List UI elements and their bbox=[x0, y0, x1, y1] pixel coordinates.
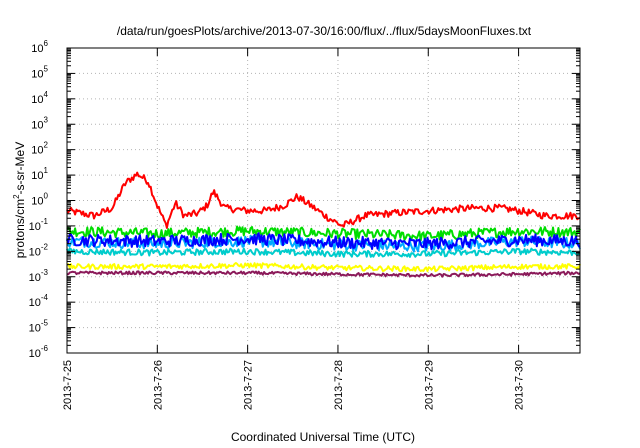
y-tick-exponent: 2 bbox=[44, 141, 49, 150]
y-tick-label: 105 bbox=[31, 64, 48, 80]
flux-series-line-1 bbox=[66, 225, 581, 242]
y-tick-label: 104 bbox=[31, 90, 48, 106]
y-tick-exponent: 3 bbox=[44, 115, 49, 124]
y-tick-exponent: -2 bbox=[41, 242, 49, 251]
y-tick-exponent: -3 bbox=[41, 268, 49, 277]
y-tick-exponent: -5 bbox=[41, 319, 49, 328]
y-axis-label-exponent: 2 bbox=[12, 194, 21, 199]
y-tick-label: 10-5 bbox=[29, 319, 49, 335]
flux-series-line-2 bbox=[66, 234, 581, 253]
flux-series-line-5 bbox=[66, 262, 581, 273]
grid-layer bbox=[67, 48, 580, 353]
y-tick-label: 10-1 bbox=[29, 217, 49, 233]
tick-layer bbox=[66, 47, 580, 354]
y-axis-label: protons/cm2-s-sr-MeV bbox=[12, 142, 27, 258]
y-tick-exponent: 6 bbox=[44, 39, 49, 48]
chart-title: /data/run/goesPlots/archive/2013-07-30/1… bbox=[117, 24, 532, 38]
y-tick-exponent: -1 bbox=[41, 217, 49, 226]
flux-series-line-4 bbox=[66, 247, 581, 258]
y-axis-label-base: protons/cm bbox=[13, 199, 27, 258]
x-axis-label: Coordinated Universal Time (UTC) bbox=[231, 430, 415, 444]
y-tick-label: 101 bbox=[31, 166, 48, 182]
y-tick-exponent: -4 bbox=[41, 293, 49, 302]
y-tick-exponent: 0 bbox=[44, 192, 49, 201]
y-tick-exponent: 5 bbox=[44, 64, 49, 73]
x-tick-label: 2013-7-28 bbox=[333, 360, 345, 410]
y-tick-label: 10-3 bbox=[29, 268, 49, 284]
x-tick-label: 2013-7-26 bbox=[152, 360, 164, 410]
x-tick-labels: 2013-7-25 2013-7-26 2013-7-27 2013-7-28 2013… bbox=[62, 360, 526, 410]
y-tick-label: 100 bbox=[31, 192, 48, 208]
y-tick-label: 10-4 bbox=[29, 293, 49, 309]
flux-series-line-6 bbox=[66, 270, 581, 278]
flux-series-line-3 bbox=[66, 232, 581, 251]
y-tick-label: 102 bbox=[31, 141, 48, 157]
y-axis-label-rest: -s-sr-MeV bbox=[13, 142, 27, 195]
y-tick-exponent: -6 bbox=[41, 344, 49, 353]
y-tick-label: 103 bbox=[31, 115, 48, 131]
y-tick-label: 10-2 bbox=[29, 242, 49, 258]
y-tick-exponent: 4 bbox=[44, 90, 49, 99]
x-tick-label: 2013-7-27 bbox=[243, 360, 255, 410]
x-tick-label: 2013-7-30 bbox=[514, 360, 526, 410]
y-tick-label: 106 bbox=[31, 39, 48, 55]
flux-series-line-0 bbox=[66, 171, 581, 229]
y-tick-exponent: 1 bbox=[44, 166, 49, 175]
y-tick-label: 10-6 bbox=[29, 344, 49, 360]
x-tick-label: 2013-7-29 bbox=[423, 360, 435, 410]
x-tick-label: 2013-7-25 bbox=[62, 360, 74, 410]
series-layer bbox=[66, 171, 581, 278]
y-tick-labels: 10610510410310210110010-110-210-310-410-… bbox=[29, 39, 49, 360]
